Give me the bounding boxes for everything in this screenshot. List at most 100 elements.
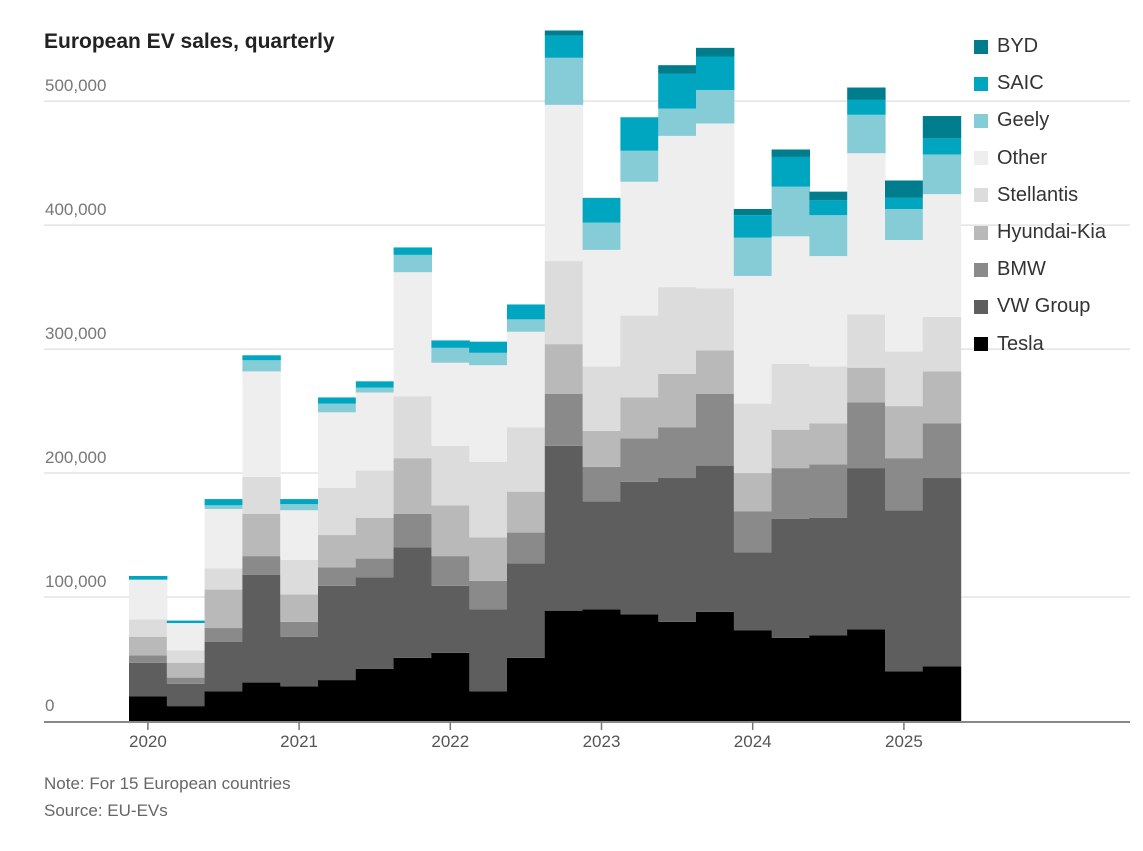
- legend-item: Hyundai-Kia: [974, 214, 1106, 251]
- bar-segment-vw-group: [544, 445, 584, 611]
- bar-segment-hyundai-kia: [280, 594, 319, 622]
- bar-segment-other: [242, 371, 281, 477]
- bar-segment-bmw: [582, 466, 621, 502]
- bar-segment-geely: [393, 254, 432, 273]
- bar-segment-geely: [544, 57, 584, 105]
- bar-segment-geely: [847, 114, 886, 154]
- bar-segment-tesla: [166, 706, 206, 721]
- legend-item: Tesla: [974, 326, 1106, 363]
- bar-segment-byd: [771, 149, 810, 157]
- legend-label: BYD: [997, 35, 1039, 58]
- legend-label: BMW: [997, 258, 1046, 281]
- bar-segment-other: [318, 412, 357, 488]
- bar-segment-tesla: [507, 657, 546, 721]
- bar-segment-hyundai-kia: [885, 406, 924, 459]
- bar-segment-bmw: [469, 580, 508, 610]
- bar-segment-stellantis: [733, 403, 773, 474]
- bar-segment-geely: [620, 150, 659, 182]
- bar-segment-saic: [847, 99, 886, 115]
- bar-segment-stellantis: [809, 366, 848, 424]
- bar-segment-hyundai-kia: [204, 589, 243, 629]
- y-tick-label: 300,000: [45, 324, 106, 343]
- bar-segment-vw-group: [809, 517, 848, 636]
- bar-segment-byd: [733, 209, 773, 216]
- bar-segment-tesla: [129, 696, 168, 721]
- bar-segment-geely: [507, 319, 546, 332]
- y-tick-label: 0: [45, 696, 54, 715]
- bar-segment-stellantis: [922, 316, 962, 372]
- bar-segment-geely: [469, 352, 508, 366]
- bar-segment-vw-group: [922, 478, 962, 667]
- bar-segment-tesla: [318, 680, 357, 721]
- bars: [129, 30, 962, 721]
- bar-segment-stellantis: [242, 476, 281, 514]
- x-tick-label: 2020: [129, 732, 167, 751]
- bar-segment-saic: [658, 73, 697, 109]
- bar-segment-bmw: [431, 556, 470, 586]
- bar-segment-geely: [809, 215, 848, 257]
- bar-segment-byd: [658, 65, 697, 74]
- bar-segment-byd: [696, 47, 735, 57]
- bar-segment-bmw: [204, 628, 243, 642]
- bar-segment-bmw: [355, 558, 395, 578]
- bar-segment-geely: [431, 347, 470, 363]
- bar-segment-vw-group: [204, 641, 243, 692]
- bar-segment-geely: [582, 222, 621, 250]
- bar-segment-hyundai-kia: [620, 397, 659, 439]
- legend: BYD SAIC Geely Other Stellantis Hyundai-Kia BM…: [974, 28, 1106, 363]
- legend-swatch: [974, 76, 988, 91]
- bar-segment-bmw: [280, 621, 319, 637]
- bar-segment-bmw: [507, 532, 546, 564]
- bar-segment-stellantis: [847, 314, 886, 368]
- bar-segment-hyundai-kia: [582, 430, 621, 467]
- bar-segment-stellantis: [318, 487, 357, 536]
- legend-swatch: [974, 262, 988, 277]
- legend-label: Stellantis: [997, 183, 1079, 206]
- bar-segment-saic: [393, 247, 432, 255]
- bar-segment-stellantis: [393, 396, 432, 459]
- bar-segment-bmw: [658, 427, 697, 479]
- bar-segment-bmw: [544, 393, 584, 446]
- bar-segment-stellantis: [544, 261, 584, 345]
- bar-segment-bmw: [129, 655, 168, 663]
- bar-segment-tesla: [355, 668, 395, 721]
- bar-segment-saic: [280, 499, 319, 505]
- bar-segment-bmw: [733, 511, 773, 553]
- bar-segment-vw-group: [847, 468, 886, 630]
- source-line: Source: EU-EVs: [44, 801, 168, 820]
- bar-segment-hyundai-kia: [242, 513, 281, 557]
- bar-segment-hyundai-kia: [393, 458, 432, 514]
- bar-segment-bmw: [696, 393, 735, 466]
- bar-segment-other: [204, 509, 243, 569]
- bar-segment-saic: [166, 620, 206, 624]
- bar-segment-stellantis: [280, 559, 319, 595]
- x-tick-label: 2021: [280, 732, 318, 751]
- bar-segment-stellantis: [582, 366, 621, 431]
- bar-segment-tesla: [847, 629, 886, 721]
- bar-segment-tesla: [658, 621, 697, 721]
- bar-segment-vw-group: [166, 683, 206, 707]
- legend-item: Other: [974, 140, 1106, 177]
- legend-label: Tesla: [997, 332, 1044, 355]
- x-tick-label: 2025: [885, 732, 923, 751]
- bar-segment-saic: [620, 117, 659, 151]
- bar-segment-hyundai-kia: [809, 423, 848, 465]
- bar-segment-tesla: [204, 691, 243, 721]
- bar-segment-saic: [809, 200, 848, 216]
- bar-segment-hyundai-kia: [507, 491, 546, 533]
- bar-segment-tesla: [696, 611, 735, 721]
- legend-item: VW Group: [974, 288, 1106, 325]
- bar-segment-vw-group: [582, 501, 621, 610]
- bar-segment-saic: [507, 304, 546, 320]
- bar-segment-bmw: [847, 402, 886, 469]
- bar-segment-other: [771, 236, 810, 364]
- bar-segment-tesla: [469, 691, 508, 721]
- bar-segment-hyundai-kia: [922, 371, 962, 424]
- bar-segment-byd: [544, 30, 584, 36]
- bar-segment-vw-group: [393, 547, 432, 658]
- bar-segment-stellantis: [620, 315, 659, 398]
- bar-segment-bmw: [922, 423, 962, 479]
- bar-segment-hyundai-kia: [431, 505, 470, 557]
- bar-segment-stellantis: [431, 445, 470, 506]
- bar-segment-byd: [809, 191, 848, 201]
